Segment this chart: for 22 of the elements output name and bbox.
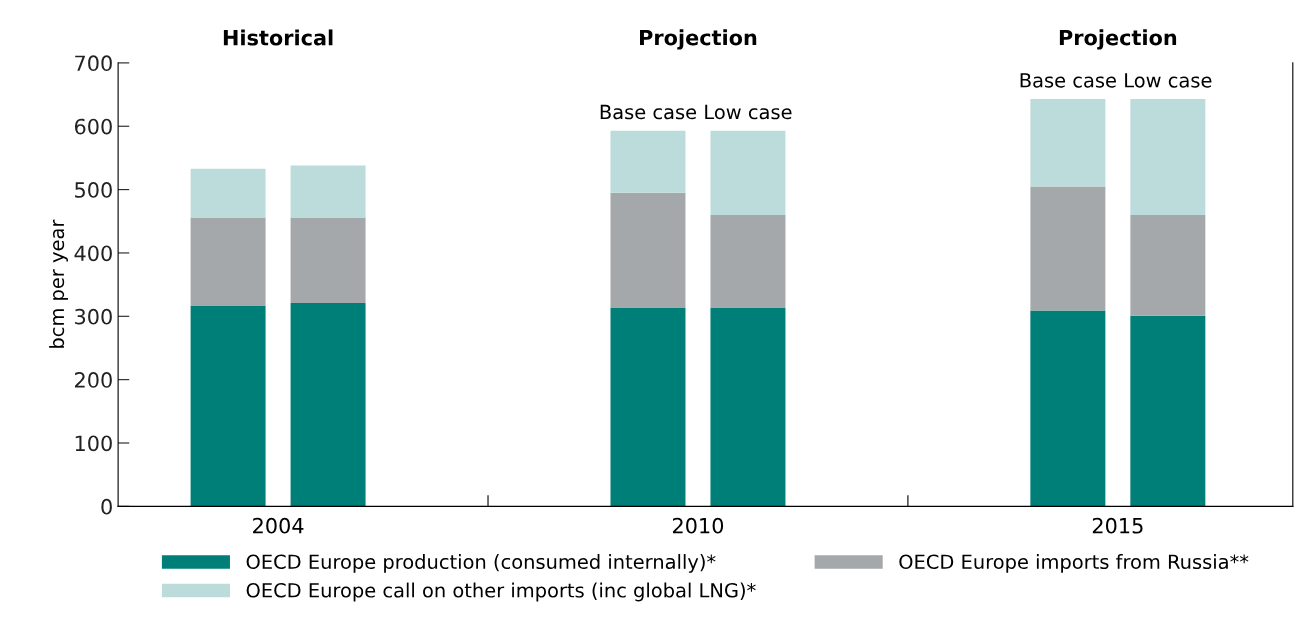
legend-label: OECD Europe production (consumed internally)* (246, 554, 716, 573)
y-tick-label: 400 (74, 245, 112, 262)
y-tick-label: 200 (75, 372, 112, 388)
text: Projection (640, 29, 757, 50)
annotation: Base case (1020, 73, 1116, 88)
text: 2010 (672, 517, 724, 534)
annotation: Base case (600, 104, 697, 120)
text: 2015 (1092, 517, 1143, 534)
text: Projection (1059, 29, 1177, 50)
y-tick-label: 700 (75, 55, 112, 72)
y-tick-label: 0 (101, 498, 112, 515)
annotation: Low case (1125, 73, 1212, 88)
text: Historical (223, 29, 333, 46)
y-tick-label: 500 (75, 182, 112, 198)
y-axis-title: bcm per year (49, 219, 68, 348)
y-tick-label: 600 (74, 118, 112, 135)
y-tick-label: 100 (75, 435, 112, 452)
text: 2004 (253, 517, 304, 534)
legend-label: OECD Europe imports from Russia** (899, 554, 1249, 573)
annotation: Low case (705, 104, 792, 120)
y-tick-label: 300 (75, 308, 112, 325)
legend-label: OECD Europe call on other imports (inc global LNG)* (246, 582, 756, 602)
